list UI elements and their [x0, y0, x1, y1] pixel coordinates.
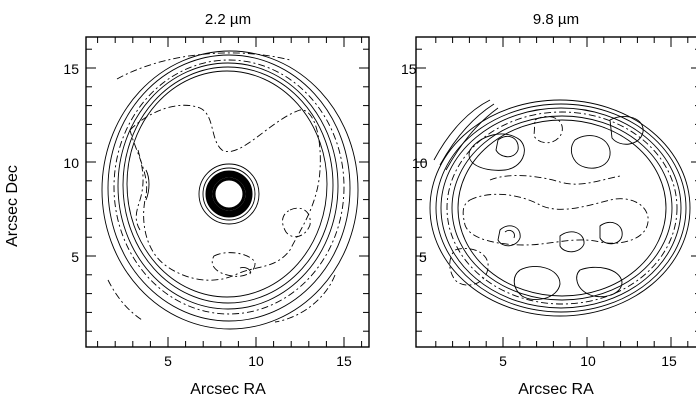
x-axis-label: Arcsec RA — [190, 381, 266, 398]
y-tick-label: 5 — [419, 249, 427, 265]
x-tick-label: 5 — [164, 353, 172, 369]
panel-9-8um: 9.8 µm 5 10 15 5 10 15 Arcsec RA — [401, 11, 696, 398]
y-tick-label: 5 — [71, 249, 79, 265]
y-tick-label: 15 — [401, 61, 417, 77]
y-tick-label: 10 — [412, 155, 428, 171]
x-tick-label: 15 — [336, 353, 352, 369]
y-tick-label: 15 — [63, 61, 79, 77]
plot-frame — [85, 36, 370, 348]
tick-marks — [416, 37, 696, 347]
x-axis-label: Arcsec RA — [518, 381, 594, 398]
panel-title: 2.2 µm — [205, 11, 251, 28]
panel-title: 9.8 µm — [533, 11, 579, 28]
x-tick-label: 5 — [499, 353, 507, 369]
tick-marks — [86, 37, 369, 347]
contour-map — [101, 50, 359, 330]
x-tick-label: 10 — [248, 353, 264, 369]
x-tick-label: 15 — [661, 353, 677, 369]
y-axis-label: Arcsec Dec — [4, 165, 21, 247]
x-tick-label: 10 — [580, 353, 596, 369]
plot-frame — [415, 36, 696, 348]
contour-map — [429, 99, 691, 317]
panel-2-2um: 2.2 µm 5 10 15 5 10 15 Arcsec RA — [63, 11, 370, 398]
y-tick-label: 10 — [63, 155, 79, 171]
